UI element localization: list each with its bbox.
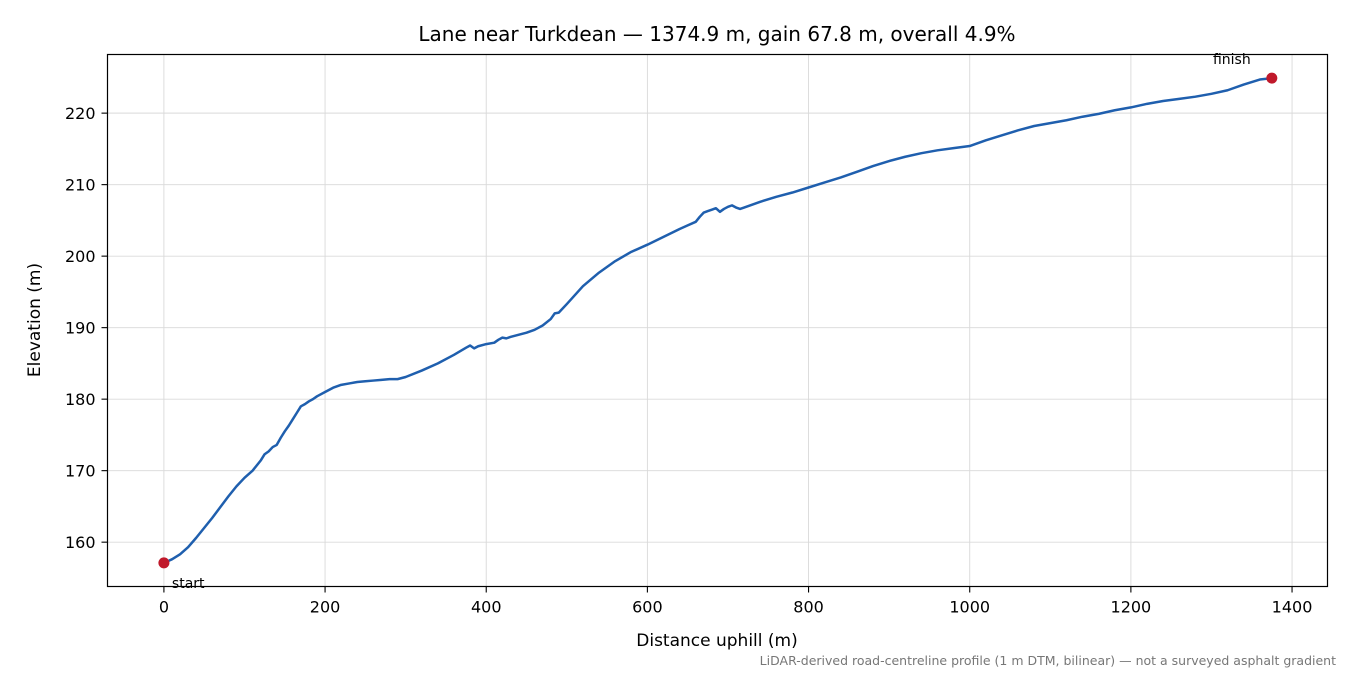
y-tick-label: 190 [65, 319, 96, 338]
x-tick-label: 600 [632, 598, 663, 617]
x-tick-label: 1400 [1272, 598, 1313, 617]
finish-label: finish [1213, 52, 1251, 68]
x-tick-label: 1000 [949, 598, 990, 617]
y-tick-label: 160 [65, 533, 96, 552]
y-tick-label: 200 [65, 247, 96, 266]
y-tick-label: 180 [65, 390, 96, 409]
elevation-line [162, 76, 1274, 565]
footnote: LiDAR-derived road-centreline profile (1… [760, 653, 1336, 668]
x-tick-label: 1200 [1111, 598, 1152, 617]
start-marker [158, 557, 170, 569]
start-label: start [172, 576, 205, 592]
y-tick-label: 220 [65, 104, 96, 123]
x-tick-label: 400 [471, 598, 502, 617]
y-axis-label: Elevation (m) [25, 263, 45, 377]
x-tick-label: 0 [159, 598, 169, 617]
y-tick-label: 170 [65, 462, 96, 481]
x-tick-label: 200 [310, 598, 341, 617]
y-tick-label: 210 [65, 176, 96, 195]
axis-ticks: 0 200 400 600 800 1000 1200 1400 160 170 180 190 200… [65, 104, 1312, 616]
data-layer: start finish [158, 52, 1278, 592]
x-axis-label: Distance uphill (m) [636, 631, 797, 651]
grid [107, 54, 1328, 587]
x-tick-label: 800 [793, 598, 824, 617]
finish-marker [1266, 72, 1278, 84]
plot-frame [106, 53, 1329, 588]
chart-title: Lane near Turkdean — 1374.9 m, gain 67.8… [418, 22, 1015, 46]
